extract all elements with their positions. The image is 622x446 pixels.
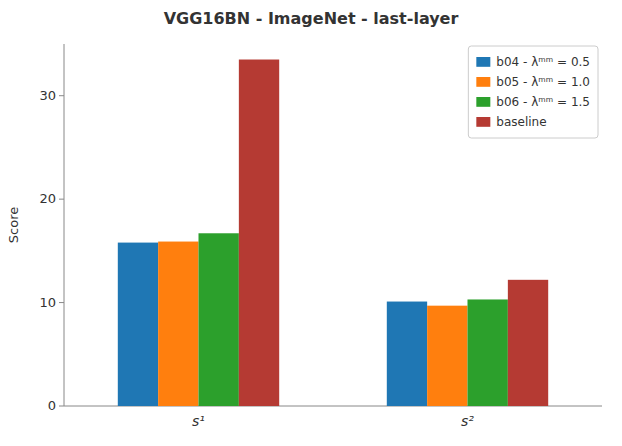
- chart-title: VGG16BN - ImageNet - last-layer: [164, 9, 459, 28]
- legend-label: baseline: [496, 115, 546, 129]
- y-tick: [59, 406, 64, 407]
- legend-swatch: [476, 117, 490, 127]
- y-tick: [59, 199, 64, 200]
- y-tick: [59, 302, 64, 303]
- y-tick-label: 20: [39, 191, 56, 206]
- legend-label: b04 - λᵐᵐ = 0.5: [496, 55, 590, 69]
- legend-swatch: [476, 57, 490, 67]
- y-tick-label: 10: [39, 295, 56, 310]
- y-tick-label: 30: [39, 88, 56, 103]
- bar: [199, 233, 239, 406]
- bar: [508, 280, 548, 406]
- y-axis-line: [64, 44, 65, 406]
- chart-container: VGG16BN - ImageNet - last-layer Score 0 10 2…: [0, 0, 622, 446]
- bar: [118, 243, 158, 406]
- legend-swatch: [476, 97, 490, 107]
- bar: [158, 242, 198, 406]
- legend-label: b05 - λᵐᵐ = 1.0: [496, 75, 590, 89]
- y-tick-label: 0: [48, 398, 56, 413]
- chart-svg: VGG16BN - ImageNet - last-layer Score 0 10 2…: [0, 0, 622, 446]
- bar: [468, 299, 508, 406]
- y-axis-label: Score: [6, 207, 21, 243]
- x-tick-label: s¹: [192, 413, 205, 429]
- legend-box: [468, 46, 598, 138]
- legend: b04 - λᵐᵐ = 0.5 b05 - λᵐᵐ = 1.0 b06 - λᵐᵐ …: [468, 46, 598, 138]
- bar: [239, 60, 279, 406]
- x-tick-label: s²: [461, 413, 474, 429]
- legend-label: b06 - λᵐᵐ = 1.5: [496, 95, 590, 109]
- bar: [427, 306, 467, 406]
- bar: [387, 302, 427, 406]
- y-tick: [59, 95, 64, 96]
- legend-swatch: [476, 77, 490, 87]
